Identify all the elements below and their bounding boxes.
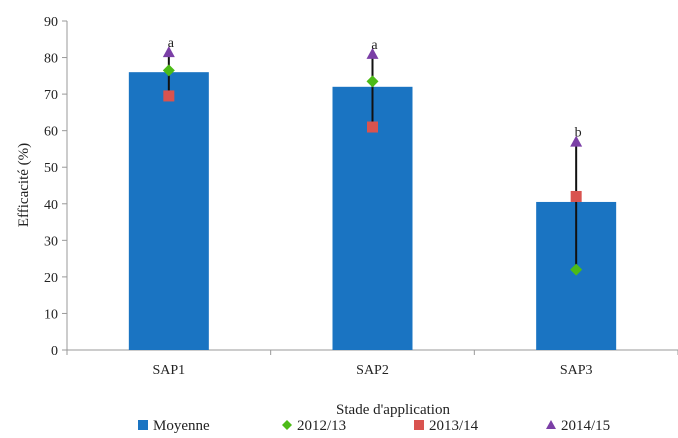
- legend-label-2013-14: 2013/14: [429, 418, 479, 434]
- bar-sap1: [128, 72, 209, 350]
- x-tick-label: SAP1: [152, 363, 185, 378]
- y-tick-label: 20: [44, 271, 58, 286]
- legend-label-2012-13: 2012/13: [297, 418, 346, 434]
- point-2014-15-sap1: [162, 46, 175, 58]
- y-tick-label: 80: [44, 52, 58, 67]
- significance-letter: b: [575, 126, 582, 141]
- significance-letter: a: [371, 38, 378, 53]
- annotations: a a b: [168, 36, 582, 141]
- point-2012-13-sap2: [366, 75, 379, 88]
- x-axis: SAP1 SAP2 SAP3: [66, 349, 678, 378]
- y-axis-label: Efficacité (%): [16, 143, 32, 227]
- point-2013-14-sap2: [367, 121, 378, 133]
- bars: [128, 72, 617, 351]
- y-tick-label: 60: [44, 125, 58, 140]
- data-points: [162, 46, 583, 276]
- y-tick-label: 50: [44, 161, 58, 176]
- y-tick-label: 70: [44, 88, 58, 103]
- y-tick-label: 90: [44, 15, 58, 30]
- significance-letter: a: [168, 36, 175, 51]
- legend-label-2014-15: 2014/15: [561, 418, 610, 434]
- point-2012-13-sap1: [162, 64, 175, 77]
- y-tick-label: 40: [44, 198, 58, 213]
- point-2014-15-sap2: [366, 47, 379, 59]
- legend-marker-2013-14: [414, 420, 424, 430]
- x-axis-label: Stade d'application: [336, 402, 450, 418]
- legend-marker-2012-13: [282, 420, 292, 430]
- legend: Moyenne 2012/13 2013/14 2014/15: [138, 418, 610, 434]
- x-tick-label: SAP2: [356, 363, 389, 378]
- y-tick-label: 0: [51, 344, 58, 359]
- legend-label-moyenne: Moyenne: [153, 418, 210, 434]
- y-tick-label: 10: [44, 307, 58, 322]
- legend-marker-moyenne: [138, 420, 148, 430]
- point-2013-14-sap1: [163, 90, 175, 102]
- y-axis: 0 10 20 30 40 50 60 70 80 90: [44, 15, 68, 359]
- y-tick-label: 30: [44, 234, 58, 249]
- point-2013-14-sap3: [570, 190, 582, 202]
- legend-marker-2014-15: [546, 420, 556, 429]
- x-tick-label: SAP3: [560, 363, 593, 378]
- point-2014-15-sap3: [570, 135, 583, 147]
- point-2012-13-sap3: [570, 263, 583, 276]
